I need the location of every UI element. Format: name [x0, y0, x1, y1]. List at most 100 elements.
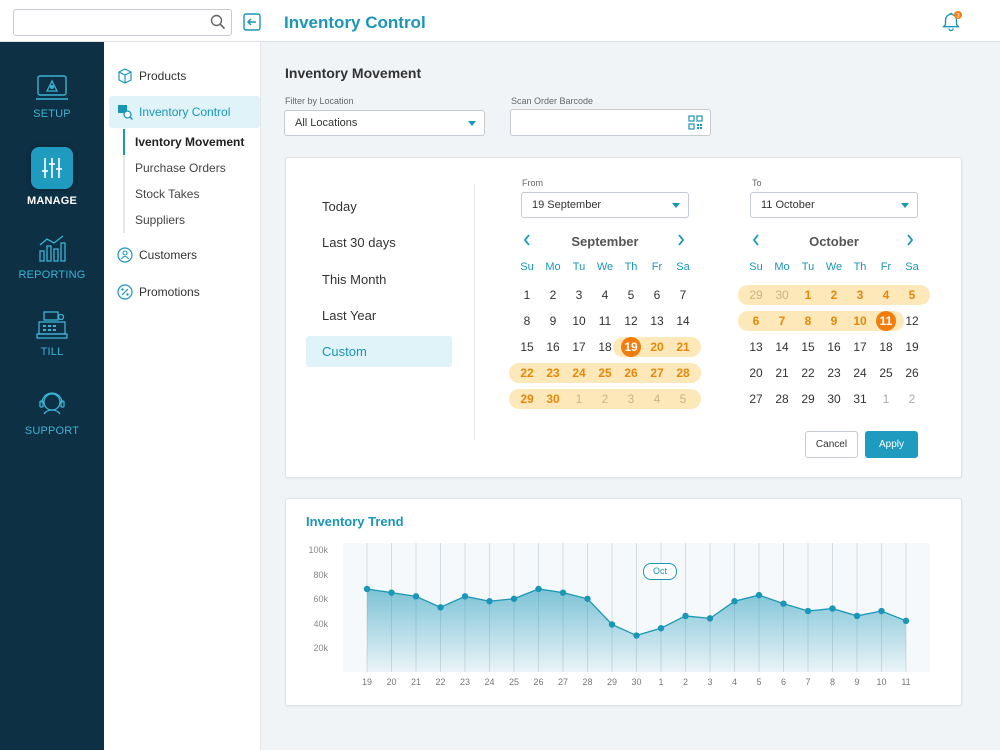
calendar-day[interactable]: 24 — [566, 363, 592, 383]
range-endpoint-day[interactable]: 11 — [873, 311, 899, 331]
calendar-day[interactable]: 23 — [821, 363, 847, 383]
calendar-day[interactable]: 8 — [795, 311, 821, 331]
calendar-day[interactable]: 26 — [899, 363, 925, 383]
calendar-day[interactable]: 9 — [540, 311, 566, 331]
nav-till[interactable]: TILL — [0, 310, 104, 358]
subitem-suppliers[interactable]: Suppliers — [135, 213, 186, 227]
calendar-day[interactable]: 16 — [821, 337, 847, 357]
calendar-day[interactable]: 7 — [670, 285, 696, 305]
calendar-day[interactable]: 20 — [644, 337, 670, 357]
to-date-select[interactable]: 11 October — [750, 192, 918, 218]
subnav-products[interactable]: Products — [109, 60, 260, 92]
calendar-day[interactable]: 19 — [899, 337, 925, 357]
chevron-right-icon[interactable] — [676, 233, 686, 247]
calendar-day[interactable]: 22 — [795, 363, 821, 383]
calendar-day[interactable]: 14 — [670, 311, 696, 331]
calendar-day[interactable]: 2 — [592, 389, 618, 409]
subitem-inventory-movement[interactable]: Iventory Movement — [123, 129, 244, 155]
nav-reporting[interactable]: REPORTING — [0, 235, 104, 281]
calendar-day[interactable]: 31 — [847, 389, 873, 409]
location-select[interactable]: All Locations — [284, 110, 485, 136]
calendar-day[interactable]: 15 — [514, 337, 540, 357]
calendar-day[interactable]: 1 — [514, 285, 540, 305]
calendar-day[interactable]: 13 — [644, 311, 670, 331]
chevron-right-icon[interactable] — [905, 233, 915, 247]
subitem-purchase-orders[interactable]: Purchase Orders — [135, 161, 226, 175]
chevron-left-icon[interactable] — [751, 233, 761, 247]
calendar-day[interactable]: 2 — [899, 389, 925, 409]
calendar-day[interactable]: 11 — [592, 311, 618, 331]
calendar-day[interactable]: 1 — [873, 389, 899, 409]
calendar-day[interactable]: 30 — [540, 389, 566, 409]
calendar-day[interactable]: 6 — [644, 285, 670, 305]
calendar-day[interactable]: 28 — [670, 363, 696, 383]
calendar-day[interactable]: 1 — [566, 389, 592, 409]
calendar-day[interactable]: 15 — [795, 337, 821, 357]
collapse-sidebar-icon[interactable] — [243, 13, 261, 31]
calendar-day[interactable]: 20 — [743, 363, 769, 383]
calendar-day[interactable]: 2 — [821, 285, 847, 305]
calendar-day[interactable]: 5 — [618, 285, 644, 305]
search-icon[interactable] — [210, 14, 226, 30]
calendar-day[interactable]: 3 — [847, 285, 873, 305]
calendar-day[interactable]: 4 — [592, 285, 618, 305]
calendar-day[interactable]: 7 — [769, 311, 795, 331]
calendar-day[interactable]: 17 — [566, 337, 592, 357]
calendar-day[interactable]: 21 — [769, 363, 795, 383]
calendar-day[interactable]: 30 — [821, 389, 847, 409]
calendar-day[interactable]: 13 — [743, 337, 769, 357]
calendar-day[interactable]: 18 — [592, 337, 618, 357]
preset-this-month[interactable]: This Month — [322, 272, 387, 287]
calendar-day[interactable]: 3 — [566, 285, 592, 305]
scan-barcode-input[interactable] — [510, 109, 711, 136]
calendar-day[interactable]: 17 — [847, 337, 873, 357]
calendar-day[interactable]: 4 — [873, 285, 899, 305]
calendar-day[interactable]: 5 — [670, 389, 696, 409]
calendar-day[interactable]: 30 — [769, 285, 795, 305]
calendar-day[interactable]: 29 — [514, 389, 540, 409]
apply-button[interactable]: Apply — [865, 431, 918, 458]
search-input[interactable] — [18, 13, 208, 32]
calendar-day[interactable]: 12 — [618, 311, 644, 331]
calendar-day[interactable]: 1 — [795, 285, 821, 305]
calendar-day[interactable]: 23 — [540, 363, 566, 383]
qr-code-icon[interactable] — [688, 115, 703, 130]
notification-bell-icon[interactable]: 3 — [941, 11, 963, 33]
nav-manage[interactable]: MANAGE — [0, 147, 104, 207]
range-endpoint-day[interactable]: 19 — [618, 337, 644, 357]
calendar-day[interactable]: 29 — [795, 389, 821, 409]
subitem-stock-takes[interactable]: Stock Takes — [135, 187, 200, 201]
from-date-select[interactable]: 19 September — [521, 192, 689, 218]
chevron-left-icon[interactable] — [522, 233, 532, 247]
nav-support[interactable]: SUPPORT — [0, 387, 104, 437]
nav-setup[interactable]: SETUP — [0, 72, 104, 120]
calendar-day[interactable]: 21 — [670, 337, 696, 357]
subnav-customers[interactable]: Customers — [109, 239, 260, 271]
calendar-day[interactable]: 5 — [899, 285, 925, 305]
calendar-day[interactable]: 28 — [769, 389, 795, 409]
calendar-day[interactable]: 27 — [743, 389, 769, 409]
preset-custom[interactable]: Custom — [306, 336, 452, 367]
cancel-button[interactable]: Cancel — [805, 431, 858, 458]
calendar-day[interactable]: 9 — [821, 311, 847, 331]
calendar-day[interactable]: 29 — [743, 285, 769, 305]
calendar-day[interactable]: 6 — [743, 311, 769, 331]
calendar-day[interactable]: 2 — [540, 285, 566, 305]
preset-today[interactable]: Today — [322, 199, 357, 214]
preset-last-30-days[interactable]: Last 30 days — [322, 235, 396, 250]
calendar-day[interactable]: 14 — [769, 337, 795, 357]
calendar-day[interactable]: 10 — [847, 311, 873, 331]
calendar-day[interactable]: 10 — [566, 311, 592, 331]
calendar-day[interactable]: 8 — [514, 311, 540, 331]
subnav-promotions[interactable]: Promotions — [109, 276, 260, 308]
calendar-day[interactable]: 25 — [873, 363, 899, 383]
calendar-day[interactable]: 26 — [618, 363, 644, 383]
subnav-inventory-control[interactable]: Inventory Control — [109, 96, 260, 128]
calendar-day[interactable]: 22 — [514, 363, 540, 383]
calendar-day[interactable]: 27 — [644, 363, 670, 383]
search-box[interactable] — [13, 9, 232, 36]
calendar-day[interactable]: 4 — [644, 389, 670, 409]
calendar-day[interactable]: 18 — [873, 337, 899, 357]
calendar-day[interactable]: 16 — [540, 337, 566, 357]
calendar-day[interactable]: 12 — [899, 311, 925, 331]
